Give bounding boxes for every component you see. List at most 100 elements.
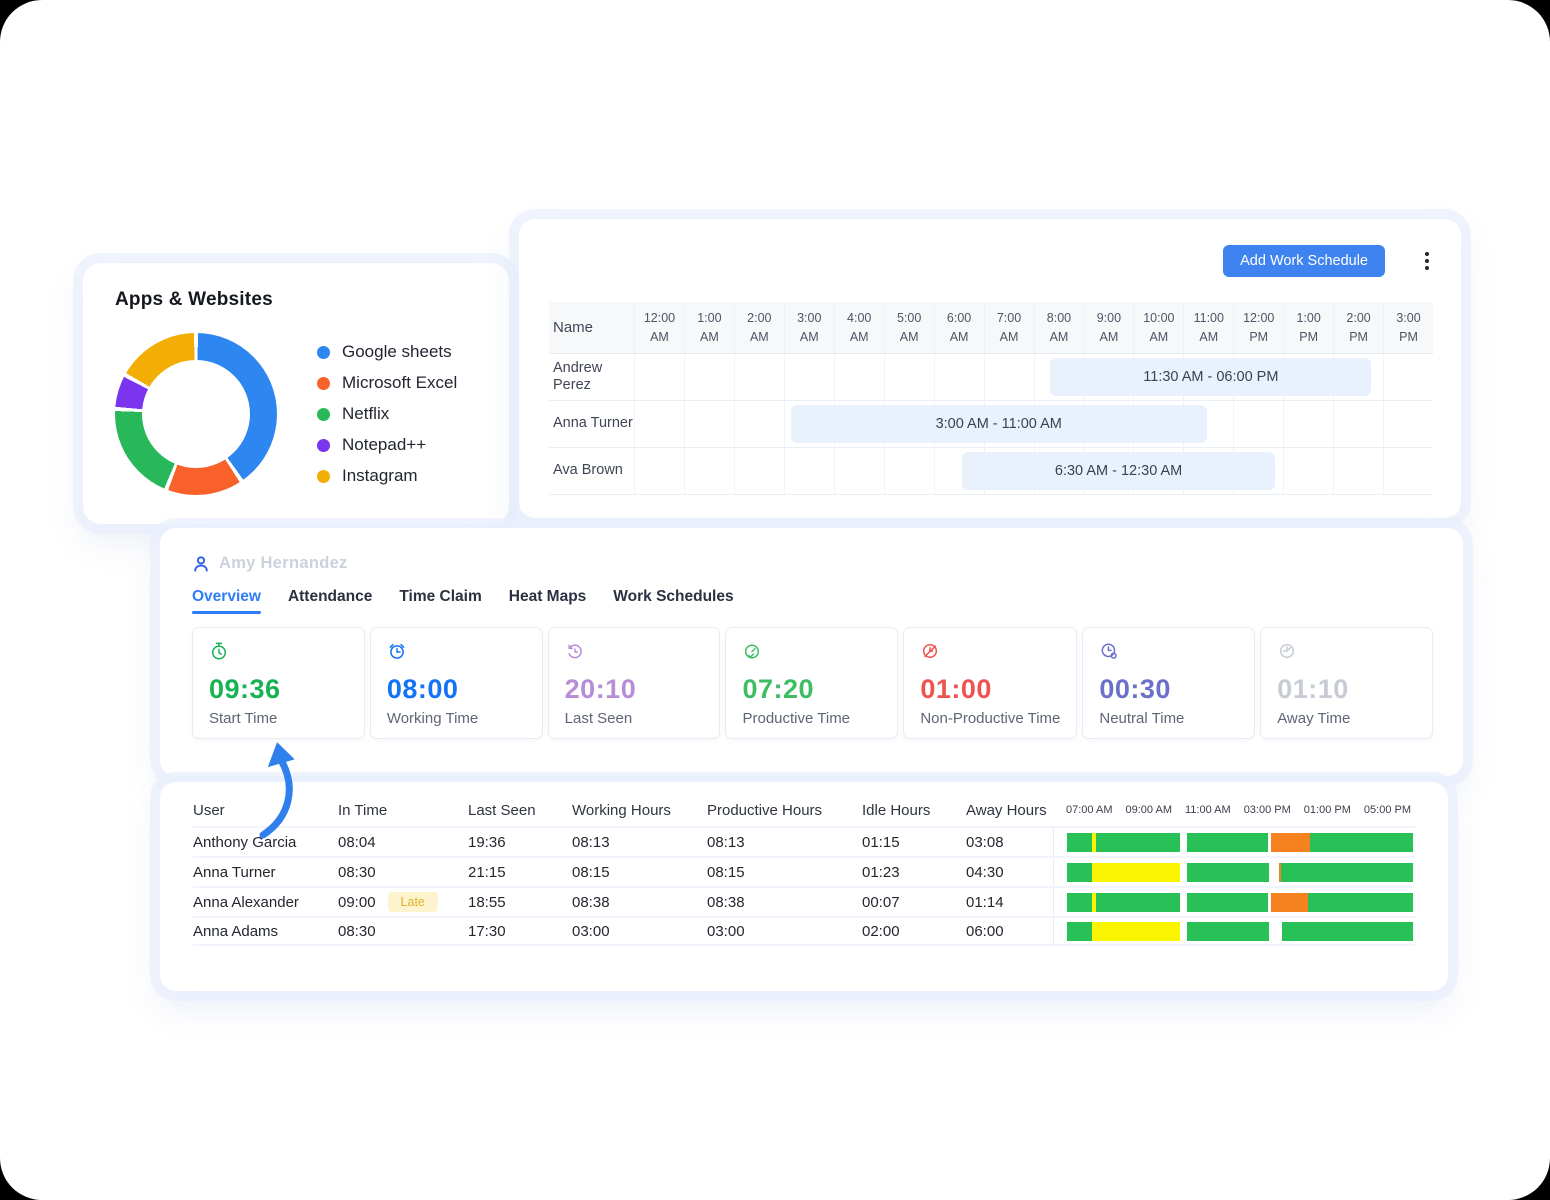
schedule-grid-cell [733,401,784,447]
timeline-segment-orange [1279,862,1282,882]
attendance-column-header: Last Seen [468,801,536,819]
attendance-last-seen: 21:15 [468,863,506,881]
attendance-away-hours: 01:14 [966,893,1004,911]
tab-time-claim[interactable]: Time Claim [399,588,482,605]
tab-attendance[interactable]: Attendance [287,588,373,605]
timeline-segment-yellow [1091,862,1181,882]
apps-usage-legend: Google sheets Microsoft Excel Netflix Notep… [317,342,457,486]
schedule-employee-name: Ava Brown [553,462,623,479]
schedule-time-column-header: 1:00 PM [1283,302,1333,353]
attendance-last-seen: 17:30 [468,922,506,940]
schedule-time-column-header: 1:00 AM [683,302,734,353]
timeline-segment-green [1187,921,1269,941]
legend-dot-icon [317,438,330,452]
timeline-tick-label: 09:00 AM [1125,804,1172,816]
schedule-shift-bar[interactable]: 11:30 AM - 06:00 PM [1050,358,1372,396]
user-header: Amy Hernandez [192,554,1433,573]
schedule-name-header: Name [553,319,594,336]
schedule-time-column-header: 4:00 AM [833,302,884,353]
timeline-track [1067,832,1413,852]
attendance-timeline [1053,828,1415,856]
stat-value: 08:00 [386,674,459,704]
stat-label: Productive Time [742,710,851,727]
schedule-time-column-header: 10:00 AM [1133,302,1183,353]
timeline-segment-green [1067,832,1092,852]
schedule-table-header: Name 12:00 AM 1:00 AM 2:00 AM 3:00 AM 4:00 AM 5:00… [549,302,1433,354]
attendance-idle-hours: 00:07 [862,893,900,911]
schedule-grid-cell [683,401,734,447]
attendance-column-header: In Time [338,801,388,819]
legend-label: Microsoft Excel [342,373,458,392]
schedule-time-column-header: 6:00 AM [933,302,984,353]
user-overview-card: Amy Hernandez Overview Attendance Time Cla… [160,528,1463,776]
timeline-segment-gap [1180,863,1187,882]
schedule-grid-cell [1383,354,1433,400]
schedule-employee-name: Anna Turner [553,415,633,432]
schedule-employee-name: Andrew Perez [553,359,603,393]
attendance-timeline [1053,858,1415,886]
timeline-track [1067,892,1413,912]
schedule-grid-cell [634,354,684,400]
timeline-segment-gap [1180,833,1187,852]
schedule-grid-cell [733,354,784,400]
timeline-ticks: 07:00 AM 09:00 AM 11:00 AM 03:00 PM 01:00 PM… [1053,804,1415,816]
schedule-grid-cell [983,354,1034,400]
legend-item: Google sheets [317,342,457,362]
schedule-grid-cell [1233,401,1283,447]
attendance-user-name: Anthony Garcia [193,833,297,851]
stopwatch-icon [209,641,229,661]
attendance-in-time: 08:04 [338,833,376,851]
schedule-grid-cell [783,401,834,447]
schedule-grid-cell [933,354,984,400]
work-schedule-card: Add Work Schedule Name 12:00 AM 1:00 AM 2:00… [519,219,1461,518]
kebab-menu-icon[interactable] [1421,248,1433,274]
attendance-user-name: Anna Alexander [193,893,299,911]
apps-websites-title: Apps & Websites [115,289,273,310]
donut-hole [142,360,250,468]
timeline-segment-green [1307,892,1413,912]
timeline-tick-label: 07:00 AM [1066,804,1113,816]
stat-card-non-productive-time: 01:00 Non-Productive Time [903,627,1078,739]
schedule-grid-cell [833,354,884,400]
attendance-working-hours: 08:13 [572,833,610,851]
schedule-grid-cell [634,448,684,494]
attendance-productive-hours: 08:15 [707,863,745,881]
attendance-away-hours: 04:30 [966,863,1004,881]
user-tabs: Overview Attendance Time Claim Heat Maps Wor… [192,588,1433,614]
stat-card-working-time: 08:00 Working Time [369,627,543,739]
timeline-segment-gap [1180,893,1187,912]
schedule-row-grid: 11:30 AM - 06:00 PM [634,354,1433,400]
schedule-shift-bar[interactable]: 6:30 AM - 12:30 AM [962,452,1275,490]
apps-usage-donut-chart [115,333,277,495]
attendance-in-time: 08:30 [338,922,376,940]
add-work-schedule-button[interactable]: Add Work Schedule [1223,245,1385,277]
schedule-time-column-header: 8:00 AM [1033,302,1084,353]
schedule-toolbar: Add Work Schedule [549,245,1433,277]
tab-heat-maps[interactable]: Heat Maps [508,588,587,605]
timeline-segment-green [1309,832,1413,852]
schedule-time-column-header: 9:00 AM [1083,302,1133,353]
timeline-segment-gap [1269,922,1282,941]
tab-work-schedules[interactable]: Work Schedules [613,588,734,605]
legend-dot-icon [317,345,330,359]
stat-label: Non-Productive Time [920,710,1061,727]
attendance-timeline [1053,918,1415,944]
schedule-grid-cell [634,401,684,447]
attendance-column-header: Idle Hours [862,801,931,819]
alarm-clock-icon [387,641,407,661]
schedule-row: Andrew Perez 11:30 AM - 06:00 PM [549,354,1433,401]
schedule-grid-cell [683,354,734,400]
schedule-shift-bar[interactable]: 3:00 AM - 11:00 AM [790,405,1207,443]
attendance-user-name: Anna Turner [193,863,276,881]
timeline-segment-orange [1271,832,1310,852]
timeline-track [1067,921,1413,941]
timeline-segment-yellow [1091,832,1097,852]
away-clock-icon [1277,641,1297,661]
schedule-grid-cell [733,448,784,494]
schedule-grid-cell [933,448,984,494]
legend-label: Netflix [342,404,390,423]
apps-websites-card: Apps & Websites Google sheets Microsoft E… [83,263,509,524]
tab-overview[interactable]: Overview [192,588,261,614]
schedule-grid-cell [833,448,884,494]
attendance-away-hours: 06:00 [966,922,1004,940]
